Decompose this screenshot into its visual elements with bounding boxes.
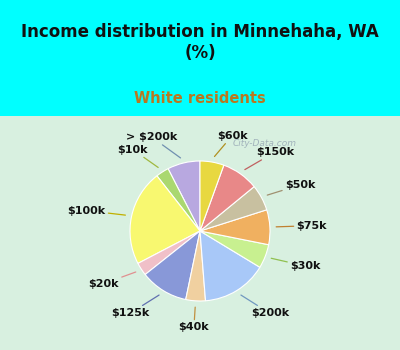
Text: > $200k: > $200k xyxy=(126,132,180,158)
Wedge shape xyxy=(138,231,200,274)
Text: Income distribution in Minnehaha, WA
(%): Income distribution in Minnehaha, WA (%) xyxy=(21,23,379,62)
Text: White residents: White residents xyxy=(134,91,266,106)
Wedge shape xyxy=(200,161,224,231)
Text: City-Data.com: City-Data.com xyxy=(233,139,297,148)
Text: $30k: $30k xyxy=(271,258,320,271)
Text: $125k: $125k xyxy=(111,295,159,318)
Text: $200k: $200k xyxy=(241,295,289,318)
Wedge shape xyxy=(157,169,200,231)
Wedge shape xyxy=(145,231,200,300)
Text: $20k: $20k xyxy=(88,272,136,289)
Wedge shape xyxy=(200,165,254,231)
Wedge shape xyxy=(200,231,260,301)
Text: $100k: $100k xyxy=(68,205,126,216)
Wedge shape xyxy=(168,161,200,231)
Wedge shape xyxy=(200,187,267,231)
Text: $50k: $50k xyxy=(267,180,315,195)
Text: $75k: $75k xyxy=(276,220,327,231)
Wedge shape xyxy=(200,231,269,267)
Wedge shape xyxy=(130,176,200,264)
Wedge shape xyxy=(200,210,270,245)
Text: $10k: $10k xyxy=(118,145,158,167)
Wedge shape xyxy=(186,231,206,301)
Text: $60k: $60k xyxy=(214,131,247,156)
Text: $40k: $40k xyxy=(178,307,209,332)
Text: $150k: $150k xyxy=(245,147,294,170)
